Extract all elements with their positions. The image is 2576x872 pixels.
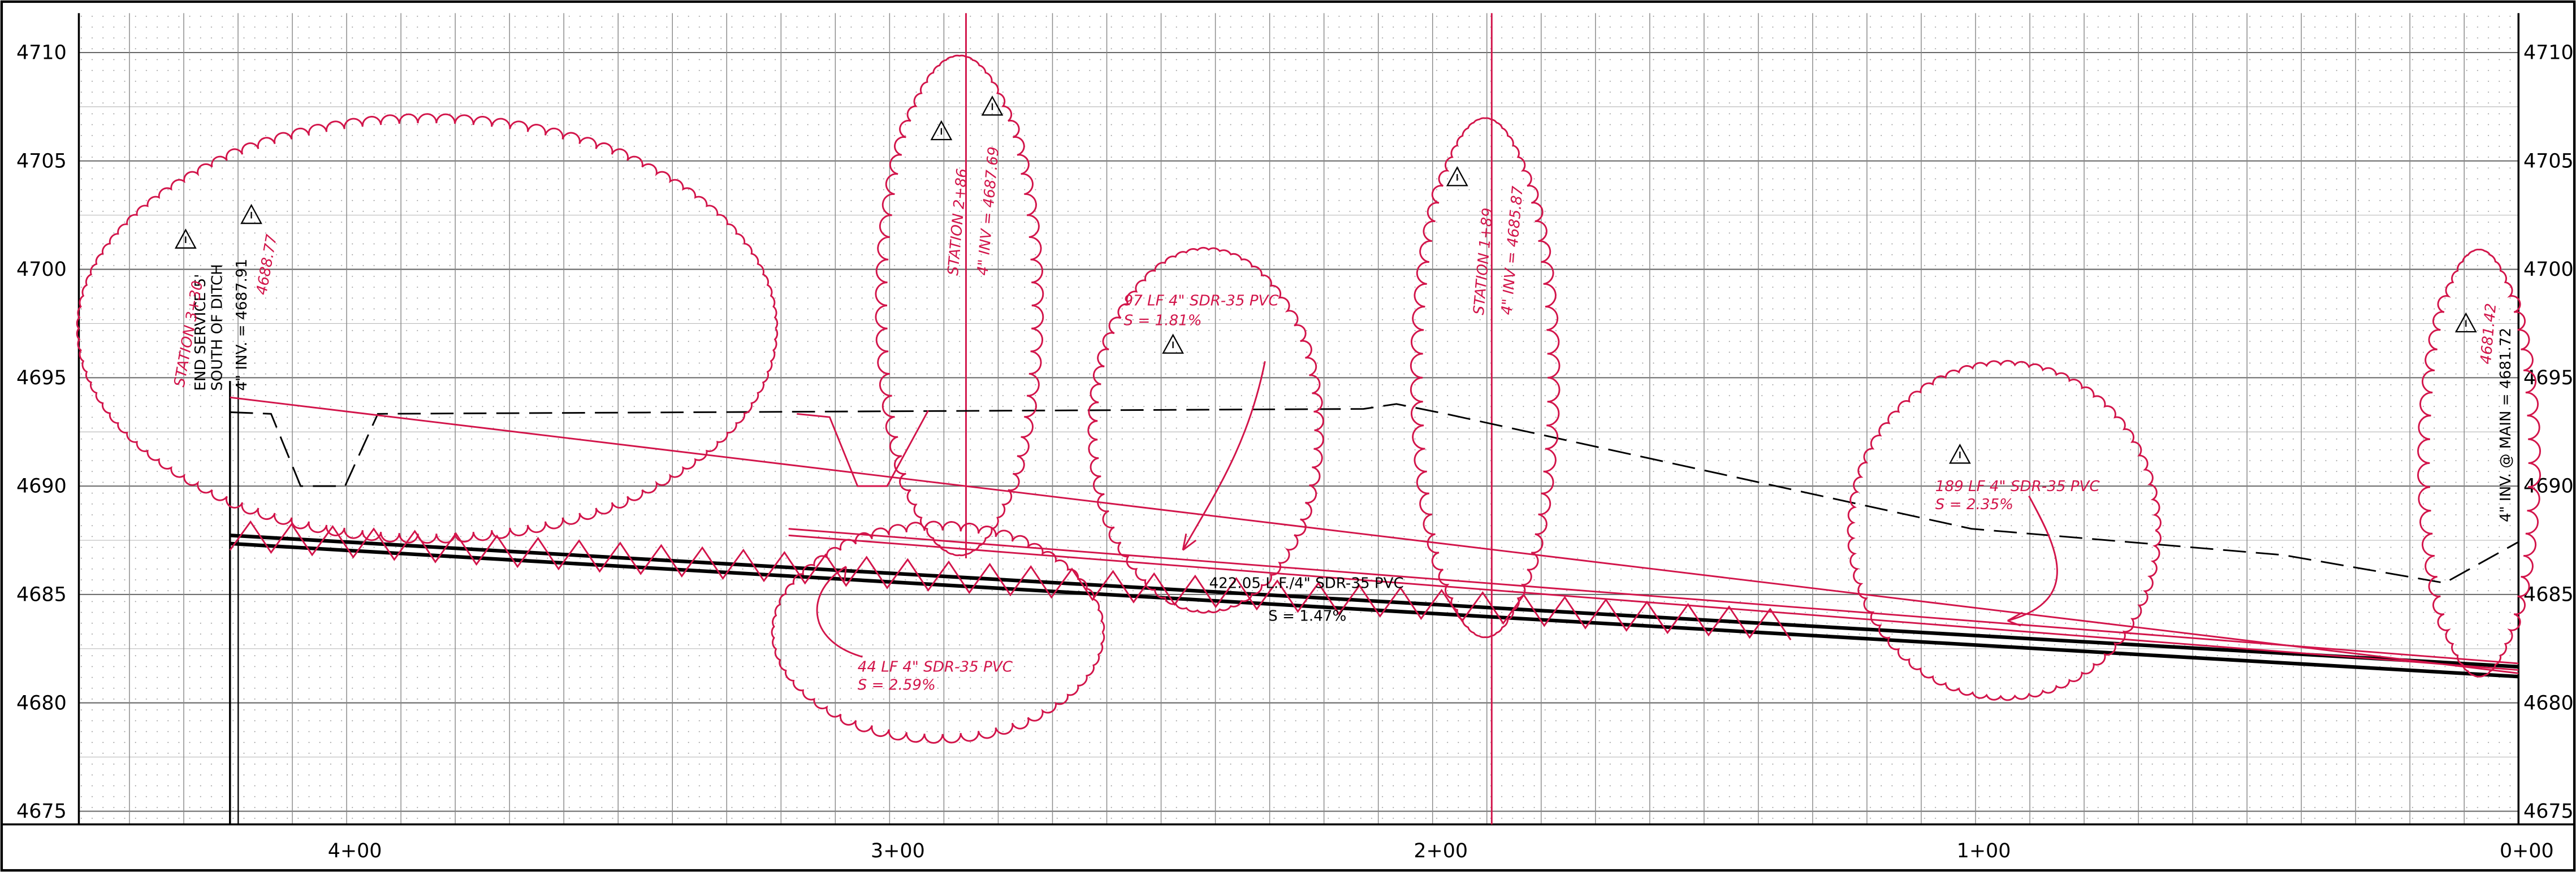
elevation-label: 4705 (16, 150, 67, 172)
leader-arrow (1182, 361, 1266, 551)
elevation-label: 4685 (2523, 584, 2574, 606)
grid (79, 13, 2519, 825)
warning-triangle (1446, 166, 1468, 186)
ground-line (230, 403, 2519, 584)
warning-triangle (1949, 444, 1971, 464)
elevation-label: 4675 (2523, 800, 2574, 823)
warning-triangle (930, 120, 953, 141)
elevation-label: 4695 (2523, 367, 2574, 389)
annotation: 4" INV. = 4687.91 (234, 259, 250, 391)
station-label: 0+00 (2500, 840, 2554, 862)
ditch-line (797, 410, 929, 487)
warning-triangle (2454, 312, 2477, 333)
revision-cloud (1410, 117, 1561, 639)
station-label: 3+00 (871, 840, 925, 862)
annotation: S = 1.47% (1268, 608, 1346, 624)
elevation-label: 4680 (16, 692, 67, 714)
annotation: S = 2.59% (858, 676, 936, 693)
annotation: 97 LF 4" SDR-35 PVC (1123, 292, 1279, 309)
annotation: END SERVICE 5' (192, 274, 209, 391)
revision-cloud (76, 113, 779, 544)
revision-cloud (875, 54, 1044, 557)
station-label: 1+00 (1957, 840, 2011, 862)
elevation-label: 4680 (2523, 692, 2574, 714)
elevation-label: 4690 (16, 475, 67, 498)
annotation: S = 1.81% (1123, 312, 1201, 329)
warning-triangle (1162, 333, 1184, 354)
elevation-label: 4710 (16, 42, 67, 64)
revision-clouds (76, 54, 2542, 744)
revision-cloud (2417, 249, 2542, 678)
elevation-label: 4695 (16, 367, 67, 389)
elevation-label: 4705 (2523, 150, 2574, 172)
pipe-revision (788, 528, 2519, 665)
fine-grid (79, 13, 2519, 825)
pipe (230, 541, 2519, 679)
revision-cloud (1087, 246, 1324, 614)
warning-triangle (981, 96, 1004, 116)
zigzag-marking (229, 520, 1792, 640)
annotation: 189 LF 4" SDR-35 PVC (1935, 478, 2100, 495)
station-label: 2+00 (1414, 840, 1468, 862)
elevation-label: 4700 (16, 258, 67, 281)
annotation: SOUTH OF DITCH (209, 264, 226, 391)
warning-markers (174, 96, 2477, 464)
revision-cloud (771, 520, 1105, 744)
warning-triangle (174, 228, 197, 249)
annotation: 4" INV. @ MAIN = 4681.72 (2497, 328, 2514, 522)
revision-cloud (1847, 359, 2162, 701)
annotation: S = 2.35% (1935, 496, 2013, 513)
annotation: 422.05 L.F./4" SDR-35 PVC (1209, 575, 1404, 592)
leader-arrow (816, 566, 863, 658)
annotation: 44 LF 4" SDR-35 PVC (858, 658, 1013, 675)
elevation-label: 4710 (2523, 42, 2574, 64)
station-label: 4+00 (328, 840, 382, 862)
elevation-label: 4685 (16, 584, 67, 606)
warning-triangle (240, 203, 262, 224)
pipe-revision (230, 396, 2519, 674)
leader-arrow (2007, 495, 2058, 627)
elevation-label: 4675 (16, 800, 67, 823)
pipe (230, 533, 2519, 669)
pipe-revision (788, 534, 2519, 671)
elevation-label: 4700 (2523, 258, 2574, 281)
